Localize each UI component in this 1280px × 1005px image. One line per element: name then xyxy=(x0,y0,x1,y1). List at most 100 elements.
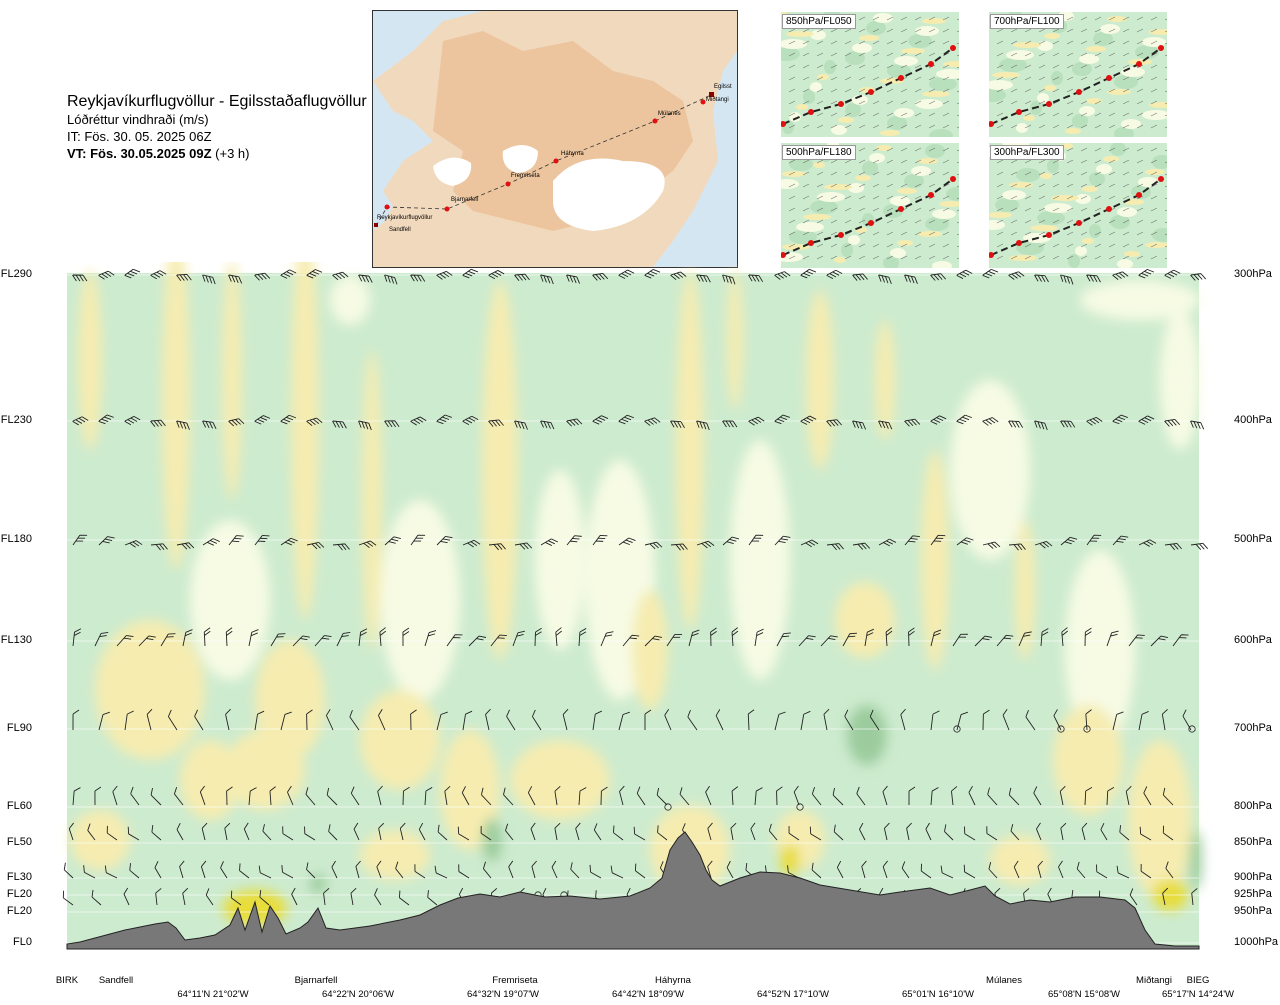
wind-barb xyxy=(248,629,259,647)
wind-barb xyxy=(402,786,410,806)
wind-barb xyxy=(378,709,386,731)
wind-barb xyxy=(634,863,646,879)
wind-barb xyxy=(94,631,109,647)
wind-barb xyxy=(1138,415,1155,425)
wind-barb xyxy=(592,415,609,425)
wind-barb xyxy=(503,787,514,806)
wind-barb xyxy=(982,268,999,279)
wind-barb xyxy=(374,888,382,906)
wind-barb xyxy=(754,628,764,647)
wind-barb xyxy=(424,787,433,806)
wind-barb xyxy=(540,274,554,285)
wind-barb xyxy=(982,709,990,731)
field-contour xyxy=(1128,740,1192,900)
wind-barb xyxy=(754,787,763,806)
wind-barb xyxy=(722,420,738,428)
fl-level-label: FL20 xyxy=(6,888,32,900)
wind-barb xyxy=(1025,709,1036,731)
wind-barb xyxy=(358,628,368,647)
inset-label: 300hPa/FL300 xyxy=(990,145,1064,160)
wind-barb xyxy=(83,865,96,879)
wind-barb xyxy=(562,708,569,731)
wind-barb xyxy=(112,785,118,806)
wind-barb xyxy=(688,629,700,647)
wind-barb xyxy=(578,787,587,806)
wind-barb xyxy=(852,542,871,550)
wind-barb xyxy=(956,711,969,731)
field-contour xyxy=(255,640,325,760)
wind-barb xyxy=(551,860,558,879)
wind-barb xyxy=(225,627,233,647)
wind-barb xyxy=(534,627,542,647)
fl-level-label: FL130 xyxy=(0,634,32,646)
wind-barb xyxy=(306,269,323,279)
wind-barb xyxy=(885,627,893,647)
field-contour xyxy=(1080,280,1200,320)
wind-barb xyxy=(823,708,830,731)
station-label: BIEG xyxy=(1186,975,1210,986)
wind-barb xyxy=(882,860,888,879)
wind-barb xyxy=(436,270,453,280)
wind-barb xyxy=(826,419,842,427)
wind-barb xyxy=(259,889,270,906)
wind-barb xyxy=(480,825,492,841)
wind-barb xyxy=(1008,420,1024,428)
pressure-level-label: 300hPa xyxy=(1234,268,1272,280)
wind-barb xyxy=(176,542,195,550)
pressure-level-label: 500hPa xyxy=(1234,533,1272,545)
wind-barb xyxy=(427,890,438,906)
wind-barb xyxy=(1036,822,1042,841)
inset-850: 850hPa/FL050 xyxy=(781,12,959,137)
wind-barb xyxy=(350,786,360,806)
wind-barb xyxy=(377,785,383,806)
wind-barb xyxy=(292,635,310,647)
wind-barb xyxy=(776,786,783,806)
wind-barb xyxy=(1164,419,1181,427)
wind-barb xyxy=(1162,787,1174,806)
wind-barb xyxy=(395,861,404,879)
variable-subtitle: Lóðréttur vindhraði (m/s) xyxy=(67,112,209,127)
wind-barb xyxy=(664,709,672,731)
field-contour xyxy=(380,500,460,700)
field-contour xyxy=(835,582,895,658)
wind-barb xyxy=(768,823,778,841)
wind-barb xyxy=(1138,711,1149,731)
wind-barb xyxy=(336,631,351,647)
wind-barb xyxy=(506,709,516,731)
wind-barb xyxy=(974,635,992,647)
wind-barb xyxy=(908,786,916,806)
wind-barb xyxy=(202,420,217,430)
wind-barb xyxy=(176,273,192,282)
field-contour xyxy=(990,835,1050,885)
inset-label: 850hPa/FL050 xyxy=(782,14,856,29)
wind-barb xyxy=(281,864,294,879)
wind-barb xyxy=(859,822,866,841)
wind-barb xyxy=(1086,416,1103,426)
wind-barb xyxy=(1112,711,1124,731)
wind-barb xyxy=(878,420,893,430)
wind-barb xyxy=(358,540,377,548)
field-contour xyxy=(222,260,242,500)
wind-barb xyxy=(436,535,453,546)
wind-barb xyxy=(731,786,739,806)
wind-barb xyxy=(619,785,625,806)
wind-barb xyxy=(176,420,190,430)
wind-barb xyxy=(306,709,313,731)
field-contour xyxy=(1160,310,1200,450)
wind-barb xyxy=(384,274,398,285)
wind-barb xyxy=(996,634,1014,647)
field-contour xyxy=(95,620,205,760)
wind-barb xyxy=(1034,541,1053,549)
wind-barb xyxy=(1190,542,1209,550)
field-contour xyxy=(676,270,704,630)
field-contour xyxy=(1190,830,1202,890)
wind-barb xyxy=(270,633,286,647)
wind-barb xyxy=(254,272,271,281)
map-label-bjarnarfell: Bjarnarfell xyxy=(451,197,478,203)
field-contour xyxy=(482,280,518,660)
fl-level-label: FL290 xyxy=(0,268,32,280)
wind-barb xyxy=(446,634,463,647)
cross-section-chart xyxy=(0,220,1280,967)
wind-barb xyxy=(116,635,134,647)
wind-barb xyxy=(844,709,854,731)
